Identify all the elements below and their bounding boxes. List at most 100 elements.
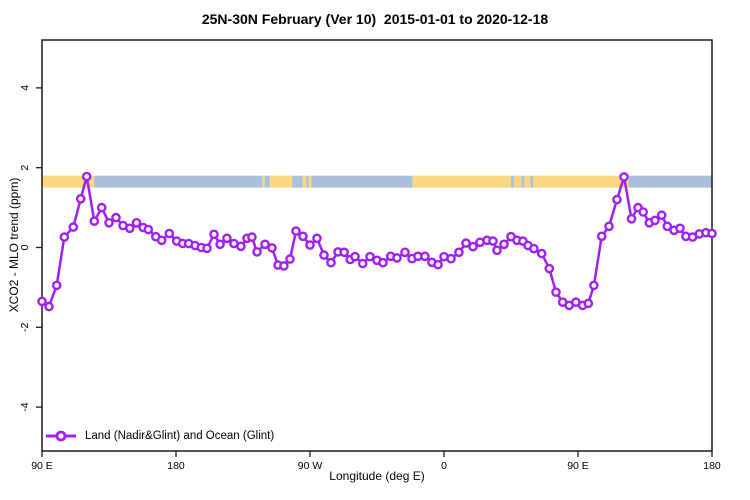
data-point-marker bbox=[488, 236, 498, 246]
data-point-marker bbox=[59, 232, 70, 242]
data-point-marker bbox=[446, 253, 456, 264]
surface-band-segment-land bbox=[42, 175, 95, 188]
data-point-marker bbox=[37, 296, 47, 307]
data-point-marker bbox=[104, 217, 114, 228]
data-point-marker bbox=[612, 194, 622, 205]
data-point-marker bbox=[326, 257, 336, 268]
data-point-marker bbox=[638, 207, 649, 217]
data-point-marker bbox=[492, 245, 502, 256]
data-point-marker bbox=[291, 226, 301, 236]
data-point-marker bbox=[619, 172, 629, 182]
surface-band-segment-ocean bbox=[628, 175, 712, 188]
data-point-marker bbox=[433, 259, 443, 270]
data-point-marker bbox=[75, 193, 86, 204]
data-point-marker bbox=[626, 213, 637, 224]
data-point-marker bbox=[589, 280, 599, 291]
x-axis-label: Longitude (deg E) bbox=[329, 469, 425, 483]
data-point-marker bbox=[544, 263, 555, 274]
data-point-marker bbox=[298, 231, 308, 242]
surface-band-segment-land bbox=[302, 175, 307, 188]
data-point-marker bbox=[529, 243, 539, 254]
data-point-marker bbox=[656, 210, 667, 220]
y-tick-label: 2 bbox=[19, 165, 31, 171]
data-point-marker bbox=[350, 251, 360, 262]
data-point-marker bbox=[305, 240, 315, 250]
data-point-marker bbox=[164, 228, 175, 239]
x-tick-label: 90 E bbox=[567, 460, 589, 472]
surface-band-segment-ocean bbox=[306, 175, 309, 188]
data-point-marker bbox=[260, 239, 270, 250]
data-point-marker bbox=[202, 243, 212, 254]
legend-label: Land (Nadir&Glint) and Ocean (Glint) bbox=[85, 430, 275, 442]
data-point-marker bbox=[247, 232, 257, 242]
data-point-marker bbox=[662, 221, 673, 232]
y-tick-label: -4 bbox=[19, 402, 31, 411]
data-point-marker bbox=[499, 239, 509, 250]
data-point-marker bbox=[81, 171, 92, 182]
data-point-marker bbox=[583, 298, 594, 309]
data-point-marker bbox=[392, 253, 402, 263]
surface-band-segment-land bbox=[412, 175, 511, 188]
data-series-line bbox=[40, 175, 714, 308]
data-point-marker bbox=[125, 223, 135, 234]
data-point-marker bbox=[131, 217, 142, 228]
data-point-marker bbox=[461, 238, 471, 248]
y-tick-label: 0 bbox=[19, 244, 31, 250]
data-point-marker bbox=[267, 243, 277, 253]
data-point-marker bbox=[650, 215, 660, 226]
data-point-marker bbox=[68, 222, 79, 232]
y-tick-label: 4 bbox=[19, 85, 31, 91]
data-point-marker bbox=[236, 241, 246, 252]
data-point-marker bbox=[111, 212, 121, 223]
x-tick-label: 90 W bbox=[298, 460, 323, 472]
data-point-marker bbox=[454, 247, 464, 258]
data-point-marker bbox=[357, 258, 368, 269]
surface-band-segment-ocean bbox=[521, 175, 525, 188]
legend-line-circle-icon bbox=[46, 430, 76, 442]
x-tick-label: 90 E bbox=[31, 460, 53, 472]
data-point-marker bbox=[707, 228, 717, 239]
data-point-marker bbox=[400, 247, 410, 258]
data-point-marker bbox=[143, 224, 154, 235]
data-point-marker bbox=[365, 251, 375, 262]
plot-box bbox=[41, 39, 713, 452]
legend: Land (Nadir&Glint) and Ocean (Glint) bbox=[46, 429, 274, 443]
data-point-marker bbox=[604, 221, 614, 232]
y-axis-label: XCO2 - MLO trend (ppm) bbox=[7, 177, 21, 313]
data-point-marker bbox=[215, 239, 225, 250]
y-tick-label: -2 bbox=[19, 322, 31, 331]
data-point-marker bbox=[252, 247, 262, 257]
data-point-marker bbox=[222, 233, 232, 244]
data-point-marker bbox=[378, 257, 388, 268]
x-tick-label: 180 bbox=[167, 460, 185, 472]
data-point-marker bbox=[279, 261, 289, 271]
data-point-marker bbox=[51, 280, 62, 291]
surface-band-segment-land bbox=[262, 175, 265, 188]
data-point-marker bbox=[675, 223, 685, 234]
data-point-marker bbox=[596, 231, 607, 242]
surface-band-segment-ocean bbox=[530, 175, 534, 188]
surface-band-segment-ocean bbox=[264, 175, 270, 188]
data-point-marker bbox=[209, 229, 219, 240]
data-point-marker bbox=[285, 254, 295, 264]
data-point-marker bbox=[468, 241, 478, 252]
data-point-marker bbox=[420, 251, 430, 262]
data-point-marker bbox=[319, 250, 329, 260]
data-point-marker bbox=[312, 233, 322, 244]
surface-band-segment-land bbox=[513, 175, 522, 188]
surface-band-segment-ocean bbox=[292, 175, 303, 188]
data-point-marker bbox=[536, 248, 547, 259]
surface-band-segment-ocean bbox=[94, 175, 263, 188]
data-point-marker bbox=[44, 301, 54, 312]
surface-band-segment-ocean bbox=[311, 175, 413, 188]
x-tick-label: 180 bbox=[703, 460, 721, 472]
data-point-marker bbox=[551, 287, 561, 298]
surface-band-segment-land bbox=[269, 175, 293, 188]
data-point-marker bbox=[89, 216, 100, 226]
x-tick-label: 0 bbox=[441, 460, 447, 472]
chart-title: 25N-30N February (Ver 10) 2015-01-01 to … bbox=[201, 11, 549, 27]
data-point-marker bbox=[156, 235, 167, 246]
surface-band-segment-land bbox=[308, 175, 312, 188]
data-point-marker bbox=[339, 247, 350, 258]
